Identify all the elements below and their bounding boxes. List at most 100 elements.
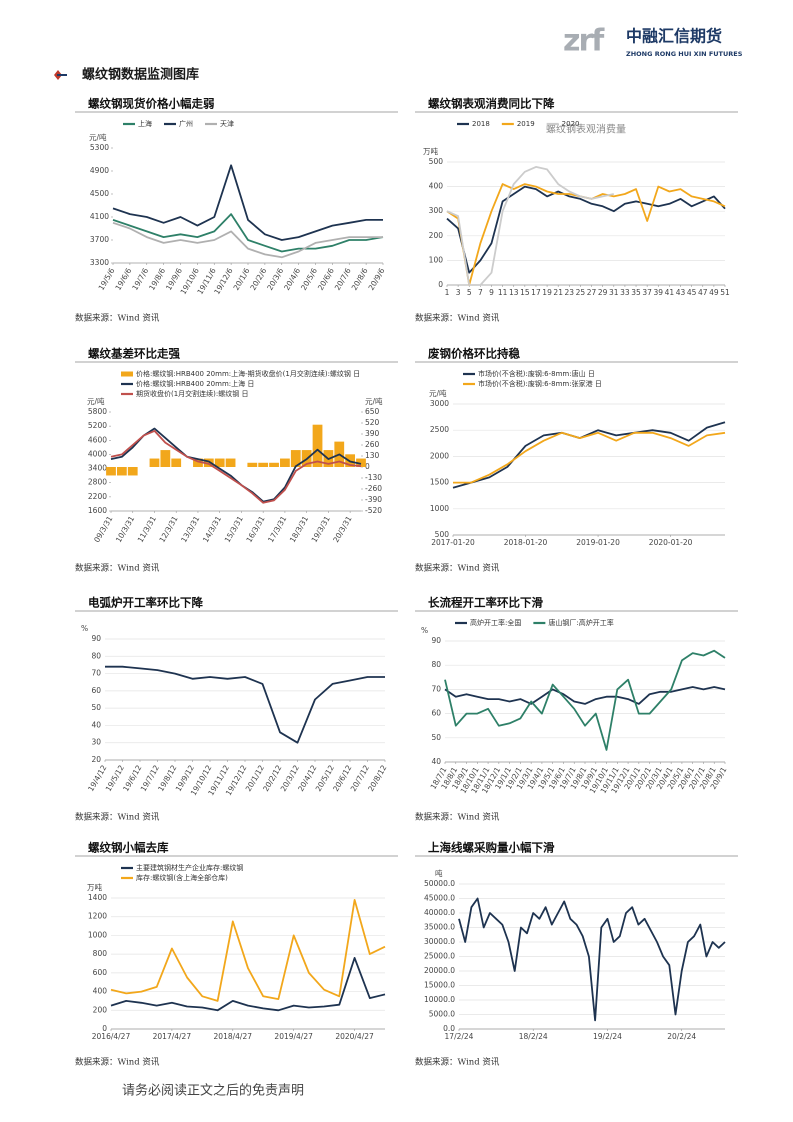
y-axis-label: 吨 [435, 868, 443, 878]
bar [312, 424, 323, 467]
y-tick-label: 5200 [88, 421, 107, 430]
y-tick-label: 4500 [90, 189, 109, 198]
y-tick-label: 70 [91, 669, 101, 678]
x-tick-label: 9 [489, 288, 494, 297]
x-tick-label: 20/3/31 [331, 514, 353, 544]
y-tick-label: 2000 [430, 451, 449, 460]
x-tick-label: 20/9/6 [367, 266, 387, 292]
y-tick-label: 50000.0 [424, 879, 455, 888]
y-tick-label: 800 [93, 949, 108, 958]
y2-tick-label: 520 [365, 418, 380, 427]
y-tick-label: 4100 [90, 212, 109, 221]
y-tick-label: 0 [102, 1024, 107, 1033]
x-tick-label: 18/2/24 [519, 1032, 548, 1041]
legend-label: 库存:螺纹钢(含上海全部仓库) [136, 873, 228, 882]
panel-title: 上海线螺采购量小幅下滑 [428, 841, 555, 855]
y-tick-label: 1500 [430, 478, 449, 487]
y-tick-label: 2800 [88, 478, 107, 487]
bar [258, 462, 269, 467]
series-line [105, 665, 385, 744]
series-line [112, 164, 383, 241]
y-tick-label: 60 [431, 709, 441, 718]
y-tick-label: 200 [429, 231, 444, 240]
y-axis-label: % [81, 624, 88, 633]
x-tick-label: 17/3/31 [266, 514, 288, 544]
y-tick-label: 90 [91, 634, 101, 643]
x-tick-label: 17/2/24 [445, 1032, 474, 1041]
source-note: 数据来源：Wind 资讯 [415, 1057, 500, 1068]
bar [356, 458, 366, 467]
x-tick-label: 15/3/31 [223, 514, 245, 544]
bar [193, 458, 203, 467]
x-tick-label: 29 [598, 288, 608, 297]
x-tick-label: 35 [631, 288, 641, 297]
panel-title: 螺纹钢表观消费同比下降 [428, 97, 555, 111]
x-tick-label: 13 [509, 288, 519, 297]
y-tick-label: 400 [93, 987, 108, 996]
panel-title: 电弧炉开工率环比下降 [88, 596, 203, 610]
bar [160, 450, 171, 467]
x-tick-label: 19 [542, 288, 552, 297]
source-note: 数据来源：Wind 资讯 [75, 1057, 160, 1068]
x-tick-label: 23 [565, 288, 575, 297]
x-tick-label: 20/2/24 [667, 1032, 696, 1041]
series-line [110, 430, 362, 504]
y-tick-label: 15000.0 [424, 981, 455, 990]
x-tick-label: 43 [676, 288, 686, 297]
y-tick-label: 3700 [90, 235, 109, 244]
x-tick-label: 39 [654, 288, 664, 297]
y-tick-label: 30 [91, 738, 101, 747]
x-tick-label: 14/3/31 [201, 514, 223, 544]
y-tick-label: 90 [431, 636, 441, 645]
x-tick-label: 25 [576, 288, 586, 297]
y-axis-label: 万吨 [423, 146, 438, 156]
x-tick-label: 2017/4/27 [153, 1032, 192, 1041]
source-note: 数据来源：Wind 资讯 [415, 812, 500, 823]
series-line [458, 897, 726, 1022]
x-tick-label: 21 [553, 288, 563, 297]
bar [225, 458, 236, 467]
series-line [110, 427, 362, 503]
panel-title: 螺纹钢现货价格小幅走弱 [88, 97, 215, 111]
x-tick-label: 19/3/31 [310, 514, 332, 544]
x-tick-label: 7 [478, 288, 483, 297]
bar [171, 458, 182, 467]
logo: zrf [563, 24, 605, 59]
section-title: 螺纹钢数据监测图库 [82, 67, 199, 83]
bar [203, 458, 214, 467]
panel-title: 长流程开工率环比下滑 [428, 596, 543, 610]
y-tick-label: 0.0 [443, 1024, 455, 1033]
series-line [110, 957, 386, 1012]
x-tick-label: 2018/4/27 [214, 1032, 253, 1041]
y-tick-label: 20000.0 [424, 966, 455, 975]
x-tick-label: 15 [520, 288, 530, 297]
legend-label: 主要建筑钢材生产企业库存:螺纹钢 [136, 863, 243, 872]
y-tick-label: 300 [429, 206, 444, 215]
y-tick-label: 30000.0 [424, 937, 455, 946]
y-axis-label: 元/吨 [429, 388, 447, 398]
x-tick-label: 2020/4/27 [335, 1032, 374, 1041]
x-tick-label: 17 [531, 288, 541, 297]
bar [106, 467, 116, 476]
series-line [110, 899, 386, 1002]
bar [269, 462, 279, 467]
legend-label: 广州 [179, 119, 193, 128]
y2-tick-label: 260 [365, 440, 380, 449]
legend-label: 上海 [138, 119, 152, 128]
y-tick-label: 70 [431, 684, 441, 693]
legend-label: 2018 [472, 120, 490, 128]
y-tick-label: 1400 [88, 893, 107, 902]
y2-tick-label: -130 [365, 473, 382, 482]
y-tick-label: 4000 [88, 449, 107, 458]
bar [280, 458, 290, 467]
x-tick-label: 2018-01-20 [504, 538, 548, 547]
x-tick-label: 1 [445, 288, 450, 297]
